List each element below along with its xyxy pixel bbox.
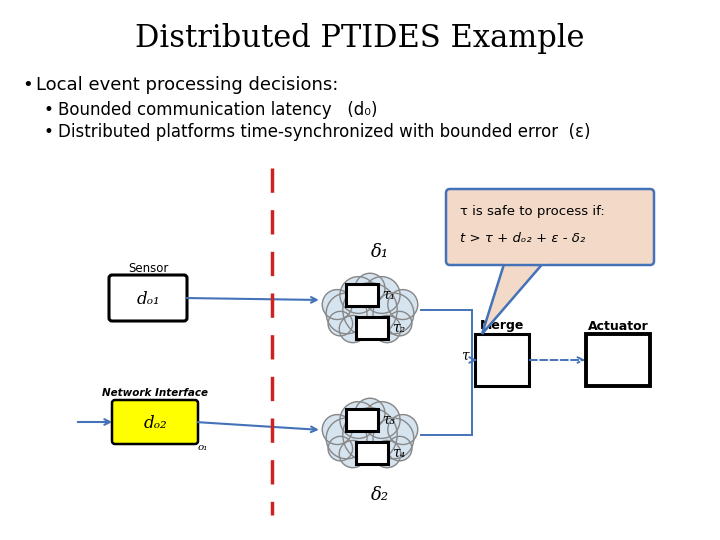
Circle shape bbox=[388, 415, 418, 444]
Text: Actuator: Actuator bbox=[588, 320, 649, 333]
Text: Network Interface: Network Interface bbox=[102, 388, 208, 398]
Text: τ₄: τ₄ bbox=[392, 446, 405, 460]
Text: τ: τ bbox=[462, 349, 469, 363]
Circle shape bbox=[340, 402, 377, 438]
Circle shape bbox=[323, 289, 352, 320]
FancyBboxPatch shape bbox=[475, 334, 529, 386]
Circle shape bbox=[388, 289, 418, 320]
Circle shape bbox=[326, 293, 367, 334]
Text: Bounded communication latency   (d₀): Bounded communication latency (d₀) bbox=[58, 101, 377, 119]
Text: dₒ₁: dₒ₁ bbox=[136, 292, 160, 308]
Text: τ is safe to process if:: τ is safe to process if: bbox=[460, 205, 605, 218]
Circle shape bbox=[340, 276, 377, 313]
Circle shape bbox=[387, 312, 412, 336]
FancyBboxPatch shape bbox=[346, 409, 378, 431]
Text: •: • bbox=[44, 101, 54, 119]
Text: τ₂: τ₂ bbox=[392, 321, 405, 335]
Circle shape bbox=[374, 441, 401, 468]
Circle shape bbox=[364, 276, 400, 313]
Text: τ₁: τ₁ bbox=[382, 288, 395, 302]
Circle shape bbox=[355, 273, 385, 303]
Text: Sensor: Sensor bbox=[128, 261, 168, 274]
FancyBboxPatch shape bbox=[586, 334, 650, 386]
Text: Local event processing decisions:: Local event processing decisions: bbox=[36, 76, 338, 94]
Circle shape bbox=[339, 441, 366, 468]
FancyBboxPatch shape bbox=[446, 189, 654, 265]
Circle shape bbox=[323, 415, 352, 444]
Text: •: • bbox=[44, 123, 54, 141]
Circle shape bbox=[364, 402, 400, 438]
Circle shape bbox=[355, 399, 385, 428]
Circle shape bbox=[373, 293, 414, 334]
Text: δ₂: δ₂ bbox=[371, 486, 389, 504]
Circle shape bbox=[387, 436, 412, 461]
Circle shape bbox=[328, 436, 353, 461]
FancyBboxPatch shape bbox=[356, 317, 388, 339]
Text: dₒ₂: dₒ₂ bbox=[143, 415, 167, 431]
Circle shape bbox=[373, 418, 414, 459]
Text: τ₃: τ₃ bbox=[382, 413, 395, 427]
FancyBboxPatch shape bbox=[346, 284, 378, 306]
Text: Distributed PTIDES Example: Distributed PTIDES Example bbox=[135, 23, 585, 53]
FancyBboxPatch shape bbox=[112, 400, 198, 444]
Circle shape bbox=[343, 283, 397, 337]
Circle shape bbox=[339, 315, 366, 343]
Text: δ₁: δ₁ bbox=[371, 243, 389, 261]
Text: o₁: o₁ bbox=[198, 443, 208, 452]
Text: t > τ + dₒ₂ + ε - δ₂: t > τ + dₒ₂ + ε - δ₂ bbox=[460, 233, 585, 246]
Circle shape bbox=[328, 312, 353, 336]
Circle shape bbox=[343, 408, 397, 462]
Text: Distributed platforms time-synchronized with bounded error  (ε): Distributed platforms time-synchronized … bbox=[58, 123, 590, 141]
Circle shape bbox=[374, 315, 401, 343]
Polygon shape bbox=[482, 261, 545, 334]
FancyBboxPatch shape bbox=[109, 275, 187, 321]
Text: Merge: Merge bbox=[480, 320, 524, 333]
FancyBboxPatch shape bbox=[356, 442, 388, 464]
Text: •: • bbox=[22, 76, 32, 94]
Circle shape bbox=[326, 418, 367, 459]
